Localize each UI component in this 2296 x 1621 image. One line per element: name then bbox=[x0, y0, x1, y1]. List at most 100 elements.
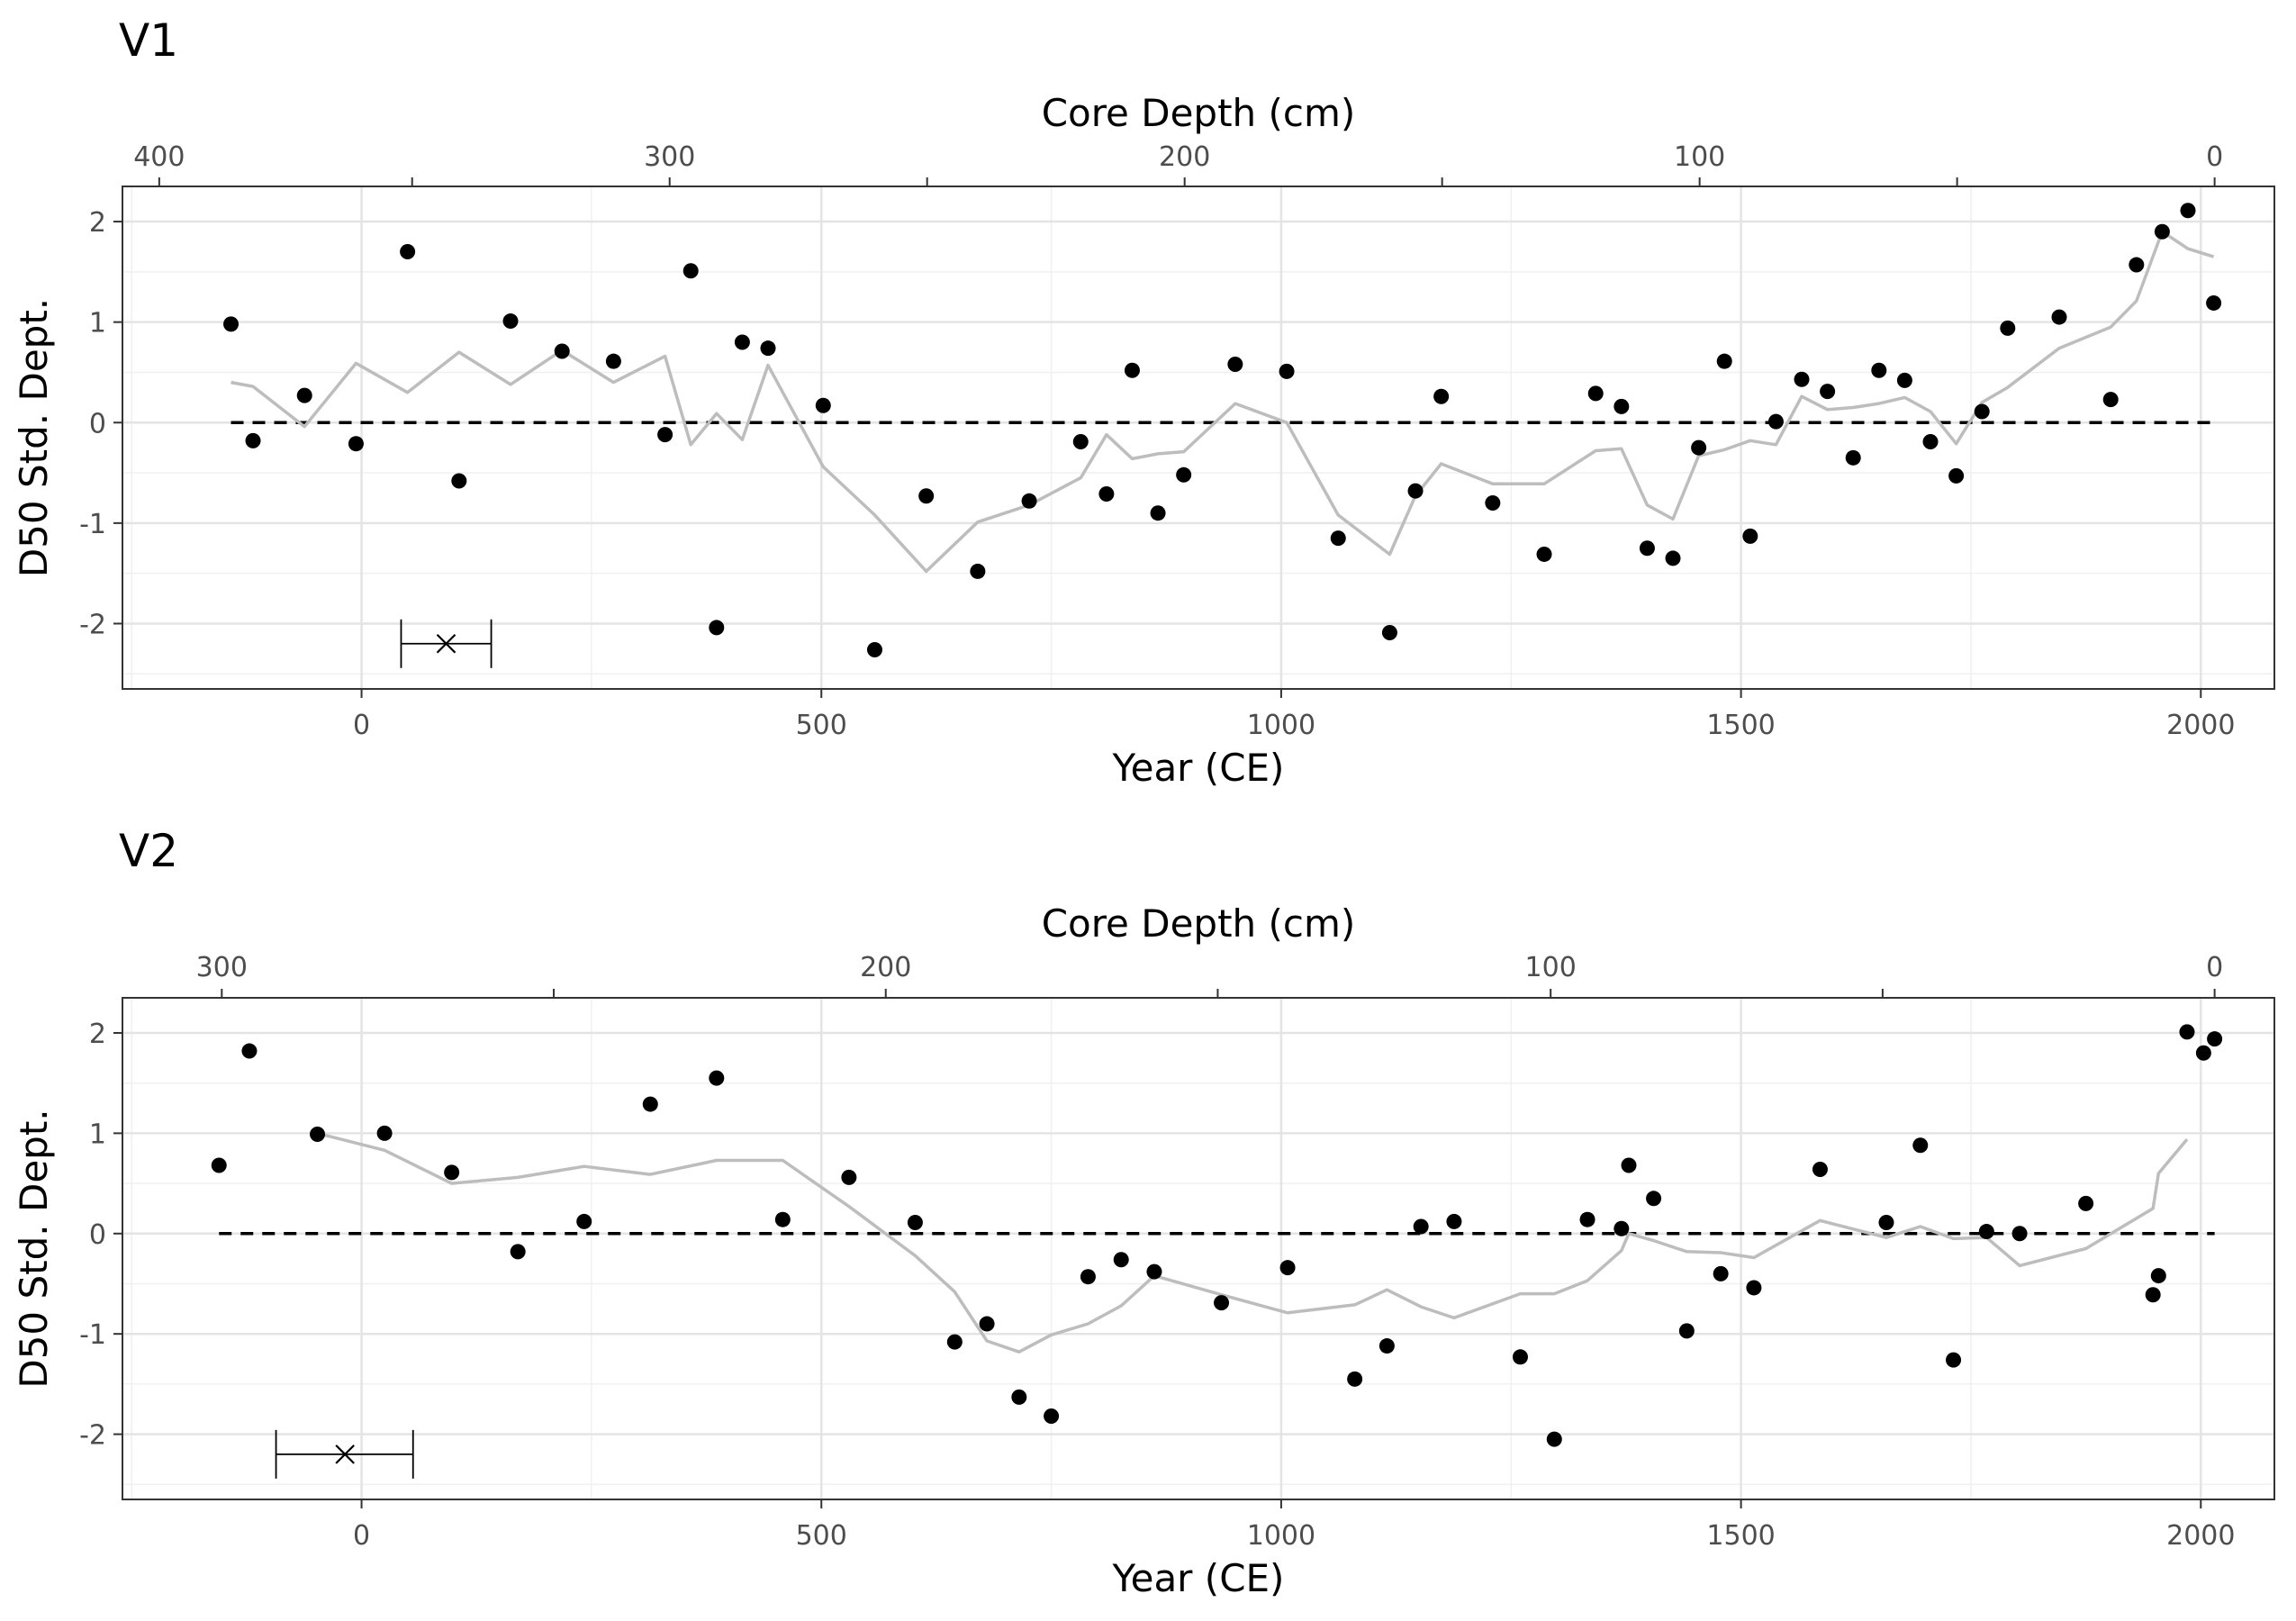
data-point bbox=[1330, 530, 1346, 547]
y-axis-title: D50 Std. Dept. bbox=[12, 1109, 56, 1388]
data-point bbox=[1113, 1252, 1129, 1268]
data-point bbox=[1912, 1137, 1929, 1154]
data-point bbox=[1011, 1389, 1027, 1405]
y-tick-label: -2 bbox=[79, 609, 106, 640]
data-point bbox=[2207, 1031, 2223, 1047]
error-bar-x-marker bbox=[335, 1444, 355, 1464]
y-tick-label: 0 bbox=[89, 1219, 106, 1251]
plot-background bbox=[122, 998, 2274, 1499]
data-point bbox=[1146, 1263, 1162, 1280]
data-point bbox=[774, 1211, 791, 1227]
data-point bbox=[907, 1215, 923, 1231]
data-point bbox=[296, 387, 312, 403]
x-axis-title: Year (CE) bbox=[1112, 1556, 1285, 1600]
data-point bbox=[1767, 413, 1784, 430]
y-tick-label: -2 bbox=[79, 1420, 106, 1452]
y-tick-label: 1 bbox=[89, 308, 106, 340]
data-point bbox=[866, 641, 882, 657]
data-point bbox=[576, 1213, 592, 1229]
data-point bbox=[1579, 1211, 1595, 1227]
data-point bbox=[1614, 398, 1630, 414]
depth-axis-title: Core Depth (cm) bbox=[1042, 901, 1356, 946]
data-point bbox=[1922, 433, 1939, 449]
data-point bbox=[682, 263, 699, 279]
data-point bbox=[1678, 1323, 1695, 1339]
data-point bbox=[2011, 1226, 2028, 1242]
x-tick-label: 0 bbox=[353, 710, 370, 741]
y-axis-title: D50 Std. Dept. bbox=[12, 298, 56, 577]
data-point bbox=[1279, 1260, 1296, 1276]
data-point bbox=[1150, 505, 1166, 521]
data-point bbox=[502, 313, 519, 330]
data-point bbox=[657, 427, 673, 443]
data-point bbox=[1812, 1161, 1828, 1177]
x-tick-label: 1500 bbox=[1706, 710, 1775, 741]
data-point bbox=[709, 620, 725, 636]
data-point bbox=[1512, 1349, 1528, 1365]
data-point bbox=[1746, 1280, 1762, 1296]
data-point bbox=[1978, 1224, 1994, 1240]
data-point bbox=[1871, 362, 1887, 378]
x-tick-label: 1000 bbox=[1247, 710, 1315, 741]
data-point bbox=[605, 353, 621, 369]
x-tick-label: 1500 bbox=[1706, 1520, 1775, 1552]
data-point bbox=[918, 488, 935, 504]
error-bar-x-marker bbox=[436, 634, 456, 654]
data-point bbox=[223, 316, 240, 332]
data-point bbox=[400, 244, 416, 260]
data-point bbox=[1072, 433, 1089, 449]
x-tick-label: 2000 bbox=[2166, 710, 2235, 741]
depth-tick-label: 300 bbox=[196, 952, 248, 983]
x-axis-title: Year (CE) bbox=[1112, 746, 1285, 790]
y-tick-label: -1 bbox=[79, 509, 106, 540]
data-point bbox=[1227, 357, 1243, 373]
y-tick-label: 2 bbox=[89, 207, 106, 239]
x-tick-label: 1000 bbox=[1247, 1520, 1315, 1552]
data-point bbox=[1587, 385, 1604, 402]
data-point bbox=[1621, 1157, 1637, 1173]
data-point bbox=[1946, 1352, 1962, 1368]
data-point bbox=[1021, 493, 1037, 509]
data-point bbox=[1716, 353, 1732, 369]
depth-tick-label: 100 bbox=[1674, 141, 1725, 173]
data-point bbox=[1845, 449, 1861, 466]
data-point bbox=[709, 1070, 725, 1086]
data-point bbox=[841, 1169, 857, 1185]
data-point bbox=[2179, 1024, 2195, 1040]
data-point bbox=[444, 1164, 460, 1181]
data-point bbox=[1820, 384, 1836, 400]
x-tick-label: 2000 bbox=[2166, 1520, 2235, 1552]
data-point bbox=[1080, 1269, 1096, 1285]
data-point bbox=[2154, 223, 2170, 240]
data-point bbox=[211, 1157, 227, 1173]
x-tick-label: 0 bbox=[353, 1520, 370, 1552]
data-point bbox=[946, 1334, 963, 1350]
smoothed-series-line bbox=[317, 1131, 2189, 1354]
data-point bbox=[1124, 362, 1140, 378]
data-point bbox=[760, 340, 776, 357]
data-point bbox=[2195, 1045, 2211, 1061]
data-point bbox=[1896, 372, 1912, 388]
data-point bbox=[2206, 294, 2222, 311]
data-point bbox=[1446, 1213, 1462, 1229]
data-point bbox=[1214, 1295, 1230, 1311]
data-point bbox=[734, 334, 750, 350]
data-point bbox=[1974, 403, 1990, 420]
data-point bbox=[1948, 467, 1965, 484]
y-tick-label: 0 bbox=[89, 408, 106, 439]
data-point bbox=[1536, 546, 1552, 562]
data-point bbox=[642, 1096, 658, 1112]
data-point bbox=[1742, 528, 1758, 544]
data-point bbox=[1379, 1338, 1395, 1354]
data-point bbox=[2000, 320, 2016, 336]
depth-tick-label: 0 bbox=[2206, 952, 2223, 983]
y-tick-label: 1 bbox=[89, 1118, 106, 1150]
data-point bbox=[1485, 495, 1501, 512]
data-point bbox=[1646, 1191, 1662, 1207]
data-point bbox=[1691, 439, 1707, 456]
data-point bbox=[1878, 1215, 1894, 1231]
data-point bbox=[2150, 1268, 2166, 1284]
depth-tick-label: 100 bbox=[1525, 952, 1577, 983]
